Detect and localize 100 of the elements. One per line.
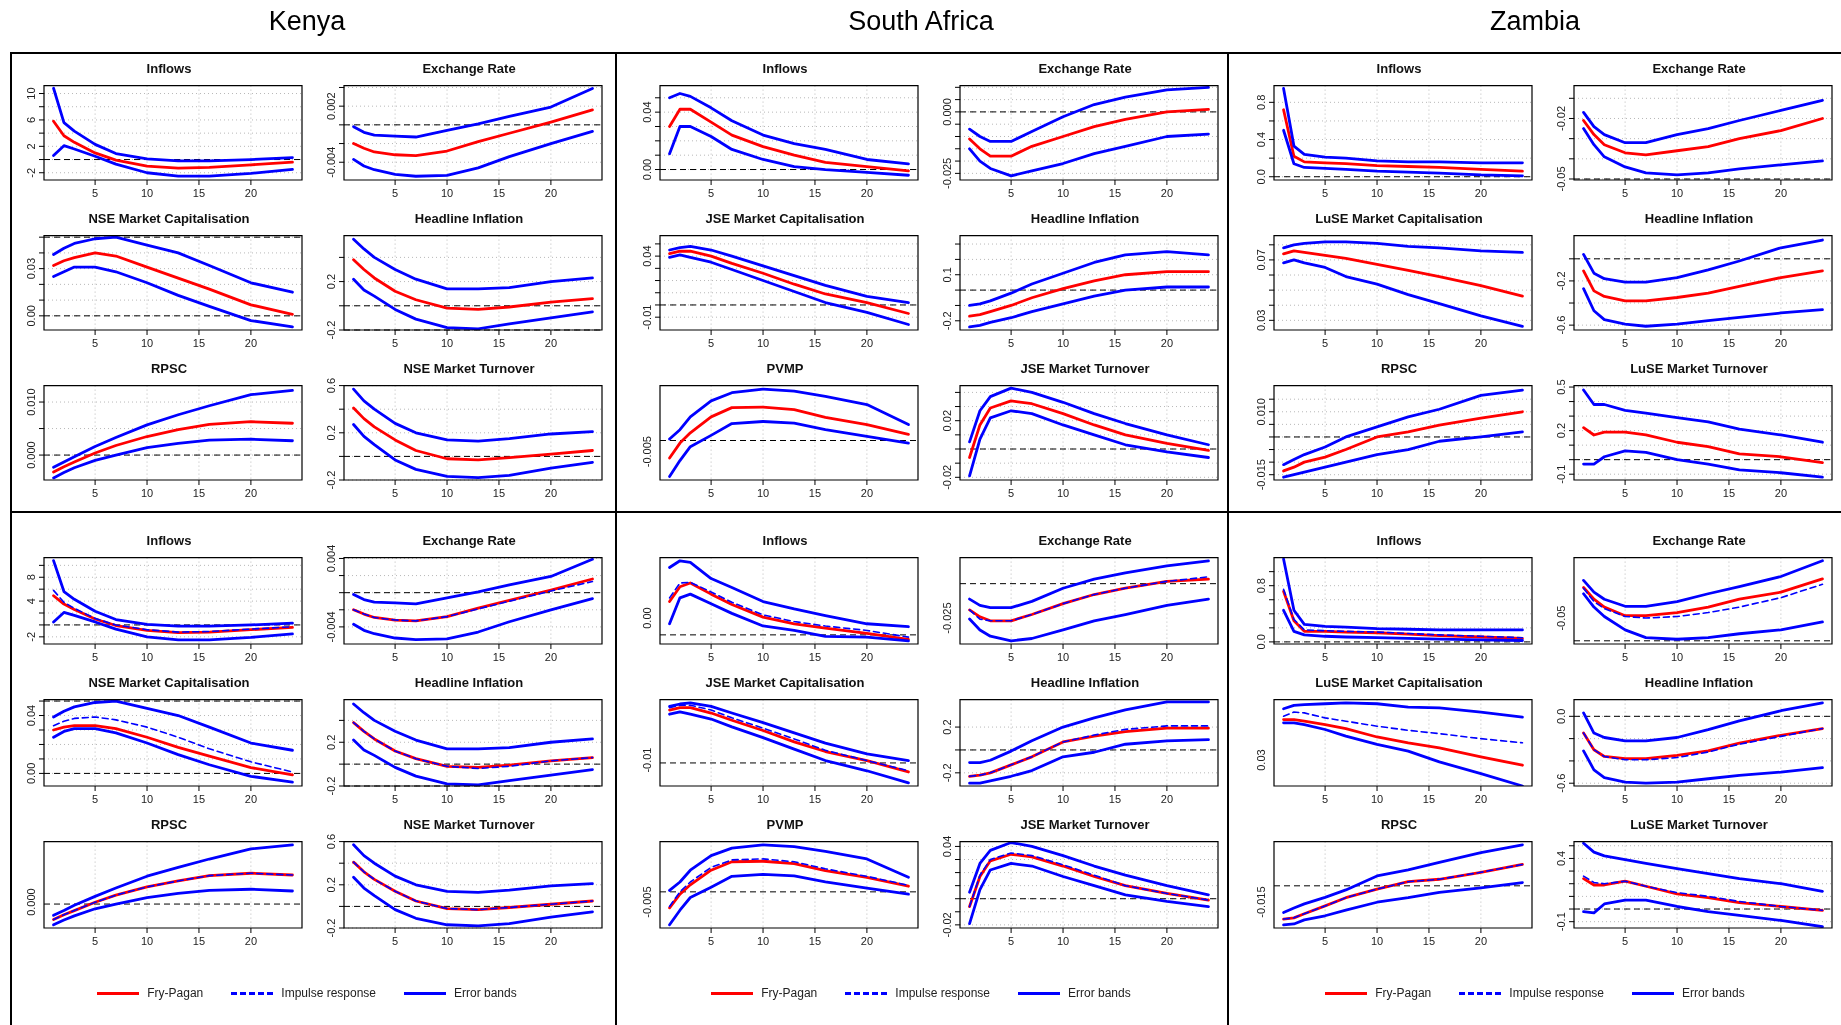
x-tick-label: 5 <box>1322 792 1329 805</box>
x-tick-label: 20 <box>544 934 558 947</box>
y-tick-label: 0.07 <box>1254 249 1267 271</box>
x-tick-label: 10 <box>1370 934 1384 947</box>
y-tick-label: -0.2 <box>940 763 953 783</box>
chart-title: Inflows <box>146 533 192 549</box>
y-tick-label: -0.2 <box>940 311 953 331</box>
x-tick-label: 20 <box>1774 486 1788 499</box>
x-tick-label: 10 <box>140 336 154 349</box>
y-tick-label: 0.04 <box>940 835 953 858</box>
y-tick-label: 0.000 <box>940 98 953 126</box>
x-tick-label: 15 <box>192 486 206 499</box>
x-tick-label: 10 <box>756 934 770 947</box>
y-tick-label: 0.0 <box>1254 169 1267 185</box>
y-tick-label: 0.2 <box>324 273 337 290</box>
chart-title: Headline Inflation <box>1644 675 1754 691</box>
chart-title: LuSE Market Turnover <box>1630 817 1768 833</box>
y-tick-label: 2 <box>24 143 37 150</box>
x-tick-label: 15 <box>808 486 822 499</box>
x-tick-label: 20 <box>544 650 558 663</box>
x-tick-label: 5 <box>1008 792 1015 805</box>
chart-title: RPSC <box>150 361 188 377</box>
y-tick-label: -0.2 <box>324 470 337 490</box>
x-tick-label: 20 <box>244 186 258 199</box>
chart-title: Inflows <box>762 61 808 77</box>
x-tick-label: 20 <box>1774 336 1788 349</box>
chart-title: RPSC <box>1380 361 1418 377</box>
y-tick-label: 0.00 <box>24 762 37 785</box>
y-tick-label: -0.2 <box>324 918 337 938</box>
chart-title: Exchange Rate <box>1652 61 1746 77</box>
y-tick-label: -0.02 <box>940 912 953 938</box>
chart-title: JSE Market Turnover <box>1020 361 1150 377</box>
legend-label: Impulse response <box>1509 986 1605 1000</box>
x-tick-label: 5 <box>92 650 99 663</box>
chart-title: JSE Market Capitalisation <box>705 675 865 691</box>
y-tick-label: 0.002 <box>324 92 337 120</box>
text: -0.005 <box>640 886 653 918</box>
chart-title: NSE Market Turnover <box>403 817 535 833</box>
y-tick-label: -2 <box>24 631 37 642</box>
x-tick-label: 10 <box>1056 934 1070 947</box>
x-tick-label: 15 <box>492 336 506 349</box>
x-tick-label: 10 <box>1670 336 1684 349</box>
x-tick-label: 15 <box>192 186 206 199</box>
y-tick-label: 0.4 <box>1554 850 1567 867</box>
x-tick-label: 20 <box>1160 934 1174 947</box>
x-tick-label: 10 <box>140 186 154 199</box>
y-tick-label: 0.2 <box>1554 422 1567 439</box>
x-tick-label: 5 <box>1622 486 1629 499</box>
x-tick-label: 15 <box>808 792 822 805</box>
x-tick-label: 5 <box>1322 186 1329 199</box>
x-tick-label: 5 <box>92 486 99 499</box>
y-tick-label: 10 <box>24 87 37 100</box>
x-tick-label: 5 <box>1322 934 1329 947</box>
y-tick-label: 0.03 <box>24 257 37 280</box>
x-tick-label: 5 <box>1622 336 1629 349</box>
x-tick-label: 15 <box>1722 336 1736 349</box>
x-tick-label: 5 <box>708 486 715 499</box>
y-tick-label: 0.000 <box>24 441 37 469</box>
x-tick-label: 5 <box>708 792 715 805</box>
x-tick-label: 5 <box>392 934 399 947</box>
y-tick-label: -0.6 <box>1554 315 1567 335</box>
x-tick-label: 15 <box>1108 336 1122 349</box>
chart-title: Exchange Rate <box>1652 533 1746 549</box>
x-tick-label: 15 <box>492 792 506 805</box>
x-tick-label: 20 <box>544 486 558 499</box>
x-tick-label: 15 <box>1722 486 1736 499</box>
x-tick-label: 20 <box>1474 792 1488 805</box>
y-tick-label: 0.04 <box>24 704 37 727</box>
text: Kenya <box>267 6 347 37</box>
chart-title: PVMP <box>766 361 804 377</box>
legend-label: Fry-Pagan <box>147 986 204 1000</box>
chart-title: Headline Inflation <box>414 211 524 227</box>
x-tick-label: 15 <box>192 650 206 663</box>
y-tick-label: 0.6 <box>324 833 337 850</box>
chart-title: Exchange Rate <box>422 533 516 549</box>
chart-title: NSE Market Turnover <box>403 361 535 377</box>
legend-label: Fry-Pagan <box>761 986 818 1000</box>
x-tick-label: 10 <box>440 934 454 947</box>
x-tick-label: 15 <box>1422 650 1436 663</box>
y-tick-label: 4 <box>24 598 37 605</box>
y-tick-label: 6 <box>24 116 37 123</box>
x-tick-label: 5 <box>392 336 399 349</box>
x-tick-label: 15 <box>1422 486 1436 499</box>
x-tick-label: 20 <box>1160 486 1174 499</box>
x-tick-label: 15 <box>492 650 506 663</box>
y-tick-label: -0.05 <box>1554 166 1567 192</box>
x-tick-label: 5 <box>1622 934 1629 947</box>
y-tick-label: 0.6 <box>324 377 337 394</box>
x-tick-label: 5 <box>92 186 99 199</box>
chart-title: NSE Market Capitalisation <box>88 211 250 227</box>
chart-title: JSE Market Capitalisation <box>705 211 865 227</box>
chart-title: Headline Inflation <box>1030 211 1140 227</box>
x-tick-label: 20 <box>860 486 874 499</box>
y-tick-label: -0.1 <box>1554 912 1567 932</box>
y-tick-label: 0.0 <box>1254 634 1267 650</box>
x-tick-label: 20 <box>1160 650 1174 663</box>
x-tick-label: 10 <box>1056 792 1070 805</box>
chart-title: Inflows <box>762 533 808 549</box>
text: South Africa <box>847 6 995 37</box>
chart-title: RPSC <box>150 817 188 833</box>
